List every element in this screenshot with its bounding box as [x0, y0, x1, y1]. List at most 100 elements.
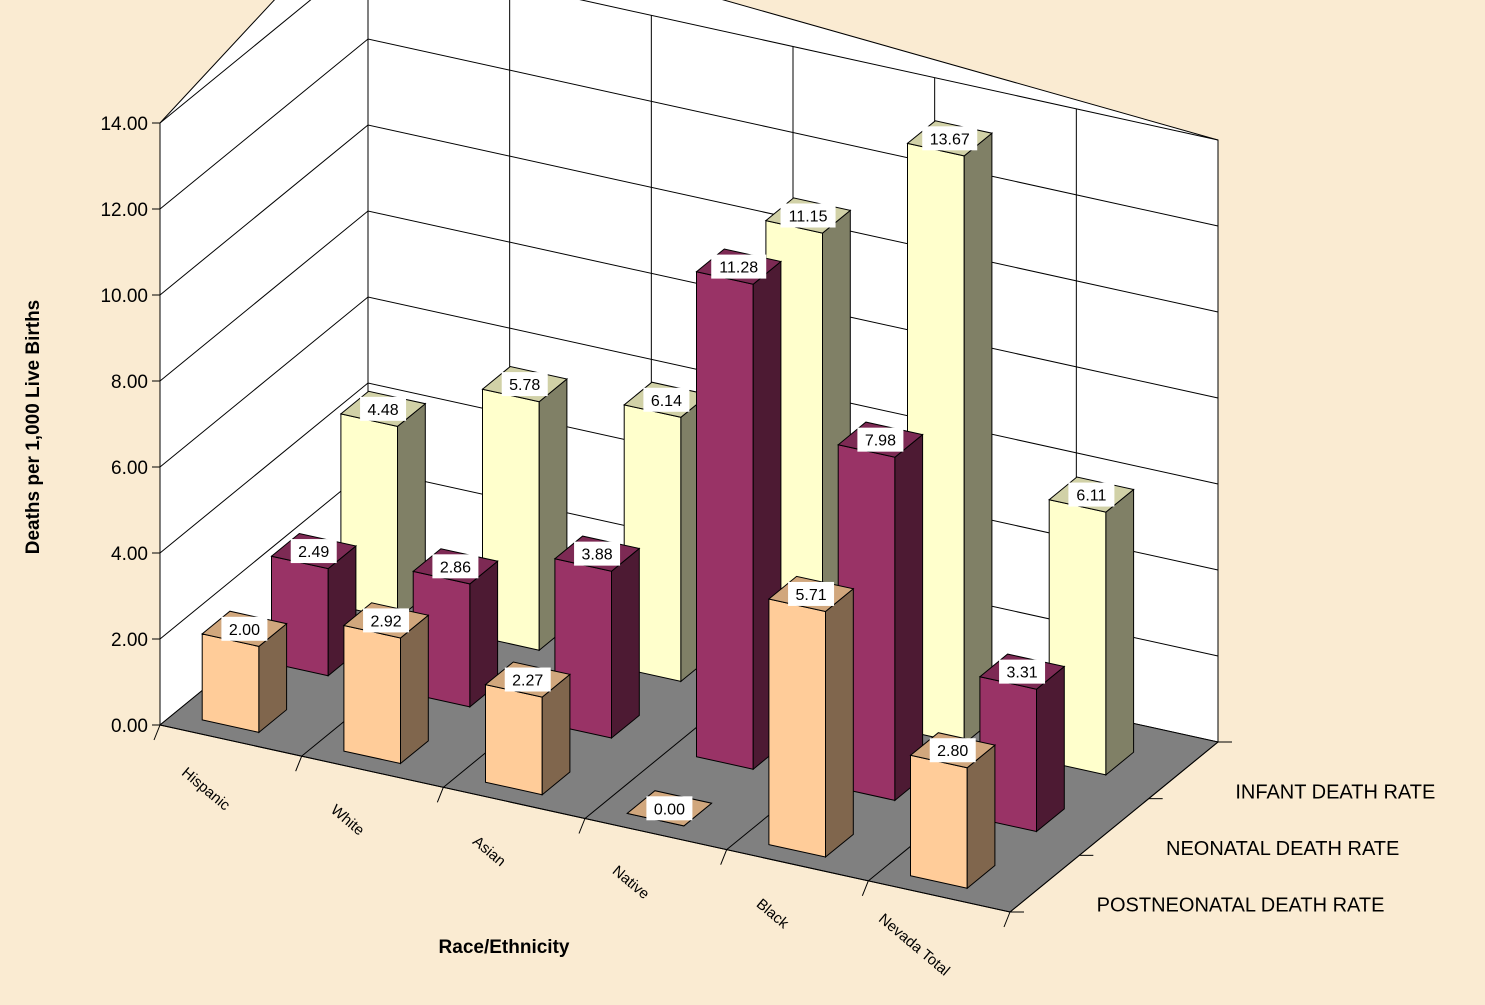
bar-front [768, 598, 826, 858]
data-label: 6.11 [1068, 482, 1115, 507]
data-label-text: 0.00 [654, 801, 685, 818]
x-tick [861, 880, 869, 897]
data-label-text: 2.49 [298, 544, 329, 561]
series-label-postneonatal: POSTNEONATAL DEATH RATE [1097, 895, 1385, 917]
x-tick-label: Hispanic [178, 764, 233, 814]
y-tick-label: 4.00 [111, 544, 148, 565]
data-label-box [711, 254, 767, 279]
x-tick [153, 724, 161, 741]
data-label: 2.92 [363, 608, 410, 633]
x-tick-label: Black [753, 896, 792, 933]
x-tick-label: Asian [469, 833, 509, 870]
data-label-box [788, 581, 835, 606]
bar-side [611, 547, 640, 740]
data-label: 5.78 [501, 372, 548, 397]
data-label-text: 2.00 [229, 622, 260, 639]
data-label-text: 6.11 [1076, 488, 1106, 505]
bar-front [343, 624, 401, 765]
x-tick-label: Native [609, 862, 653, 902]
data-label-box [857, 427, 904, 452]
bars [201, 120, 1135, 890]
data-label-box [999, 659, 1046, 684]
data-label-box [221, 616, 268, 641]
y-tick-label: 6.00 [111, 458, 148, 479]
data-label: 2.00 [221, 616, 268, 641]
data-label-box [360, 396, 407, 421]
x-tick [578, 818, 586, 834]
bar-front [696, 271, 754, 770]
series-label-neonatal: NEONATAL DEATH RATE [1166, 838, 1399, 860]
data-label-text: 6.14 [651, 393, 682, 410]
x-tick [720, 849, 728, 865]
data-label: 11.28 [711, 254, 767, 279]
data-label-box [780, 203, 836, 228]
data-label: 3.31 [999, 659, 1046, 684]
data-label-box [922, 126, 978, 151]
bar-side [825, 587, 854, 859]
x-axis-title: Race/Ethnicity [439, 937, 570, 958]
data-label-text: 3.88 [581, 547, 612, 564]
bar-side [966, 744, 996, 890]
data-label-text: 2.80 [937, 743, 968, 760]
x-tick-label: White [327, 801, 367, 839]
data-label-box [646, 796, 693, 821]
data-label-text: 13.67 [930, 131, 970, 148]
data-label: 2.86 [432, 554, 479, 579]
data-label-box [501, 372, 548, 397]
y-tick-label: 8.00 [111, 372, 148, 393]
bar-front [485, 683, 543, 796]
data-label-text: 5.71 [795, 587, 826, 604]
data-label-text: 11.15 [789, 209, 828, 226]
data-label: 3.88 [574, 541, 621, 566]
data-label-box [643, 387, 690, 412]
data-label: 2.49 [290, 539, 337, 564]
data-label: 11.15 [780, 203, 836, 228]
data-label-text: 2.27 [512, 673, 543, 690]
data-label: 2.27 [504, 667, 551, 692]
y-tick-label: 10.00 [100, 286, 148, 307]
data-label: 6.14 [643, 387, 690, 412]
data-label: 5.71 [788, 581, 835, 606]
data-label-box [504, 667, 551, 692]
bar-front [201, 633, 260, 734]
y-tick-label: 12.00 [100, 200, 148, 221]
bar-side [963, 132, 993, 745]
y-tick-label: 14.00 [100, 114, 148, 135]
bar-side [1036, 665, 1065, 833]
x-tick [436, 787, 444, 803]
data-labels: 4.48 5.78 6.14 11.15 13.67 6.11 2.49 2.86 3.88 11… [221, 126, 1115, 821]
data-label: 2.80 [929, 738, 976, 763]
data-label-text: 11.28 [719, 260, 758, 277]
bar-side [1105, 488, 1135, 776]
data-label: 7.98 [857, 427, 904, 452]
data-label-text: 5.78 [509, 377, 540, 394]
data-label-box [432, 554, 479, 579]
data-label-text: 3.31 [1006, 665, 1037, 682]
bar-front [910, 754, 968, 889]
data-label-text: 4.48 [367, 402, 398, 419]
data-label-text: 7.98 [865, 433, 896, 450]
data-label-box [929, 738, 976, 763]
data-label-text: 2.86 [440, 559, 471, 576]
x-tick [1003, 911, 1011, 928]
series-label-infant: INFANT DEATH RATE [1235, 781, 1435, 803]
data-label-box [363, 608, 410, 633]
bar-postneonatal-black [767, 575, 855, 859]
y-tick-label: 2.00 [111, 630, 148, 651]
x-tick [295, 755, 303, 772]
bar-side [400, 614, 429, 765]
x-tick-label: Nevada Total [875, 910, 953, 979]
data-label-text: 2.92 [370, 613, 401, 630]
bar-side [894, 433, 924, 802]
data-label: 13.67 [922, 126, 978, 151]
bar-neonatal-native [695, 248, 783, 771]
data-label-box [290, 539, 337, 564]
data-label-box [574, 541, 621, 566]
y-tick-label: 0.00 [111, 716, 148, 737]
data-label: 4.48 [360, 396, 407, 421]
y-axis-title: Deaths per 1,000 Live Births [23, 300, 44, 555]
data-label: 0.00 [646, 796, 693, 821]
data-label-box [1068, 482, 1115, 507]
series-axis-line [1009, 741, 1219, 913]
